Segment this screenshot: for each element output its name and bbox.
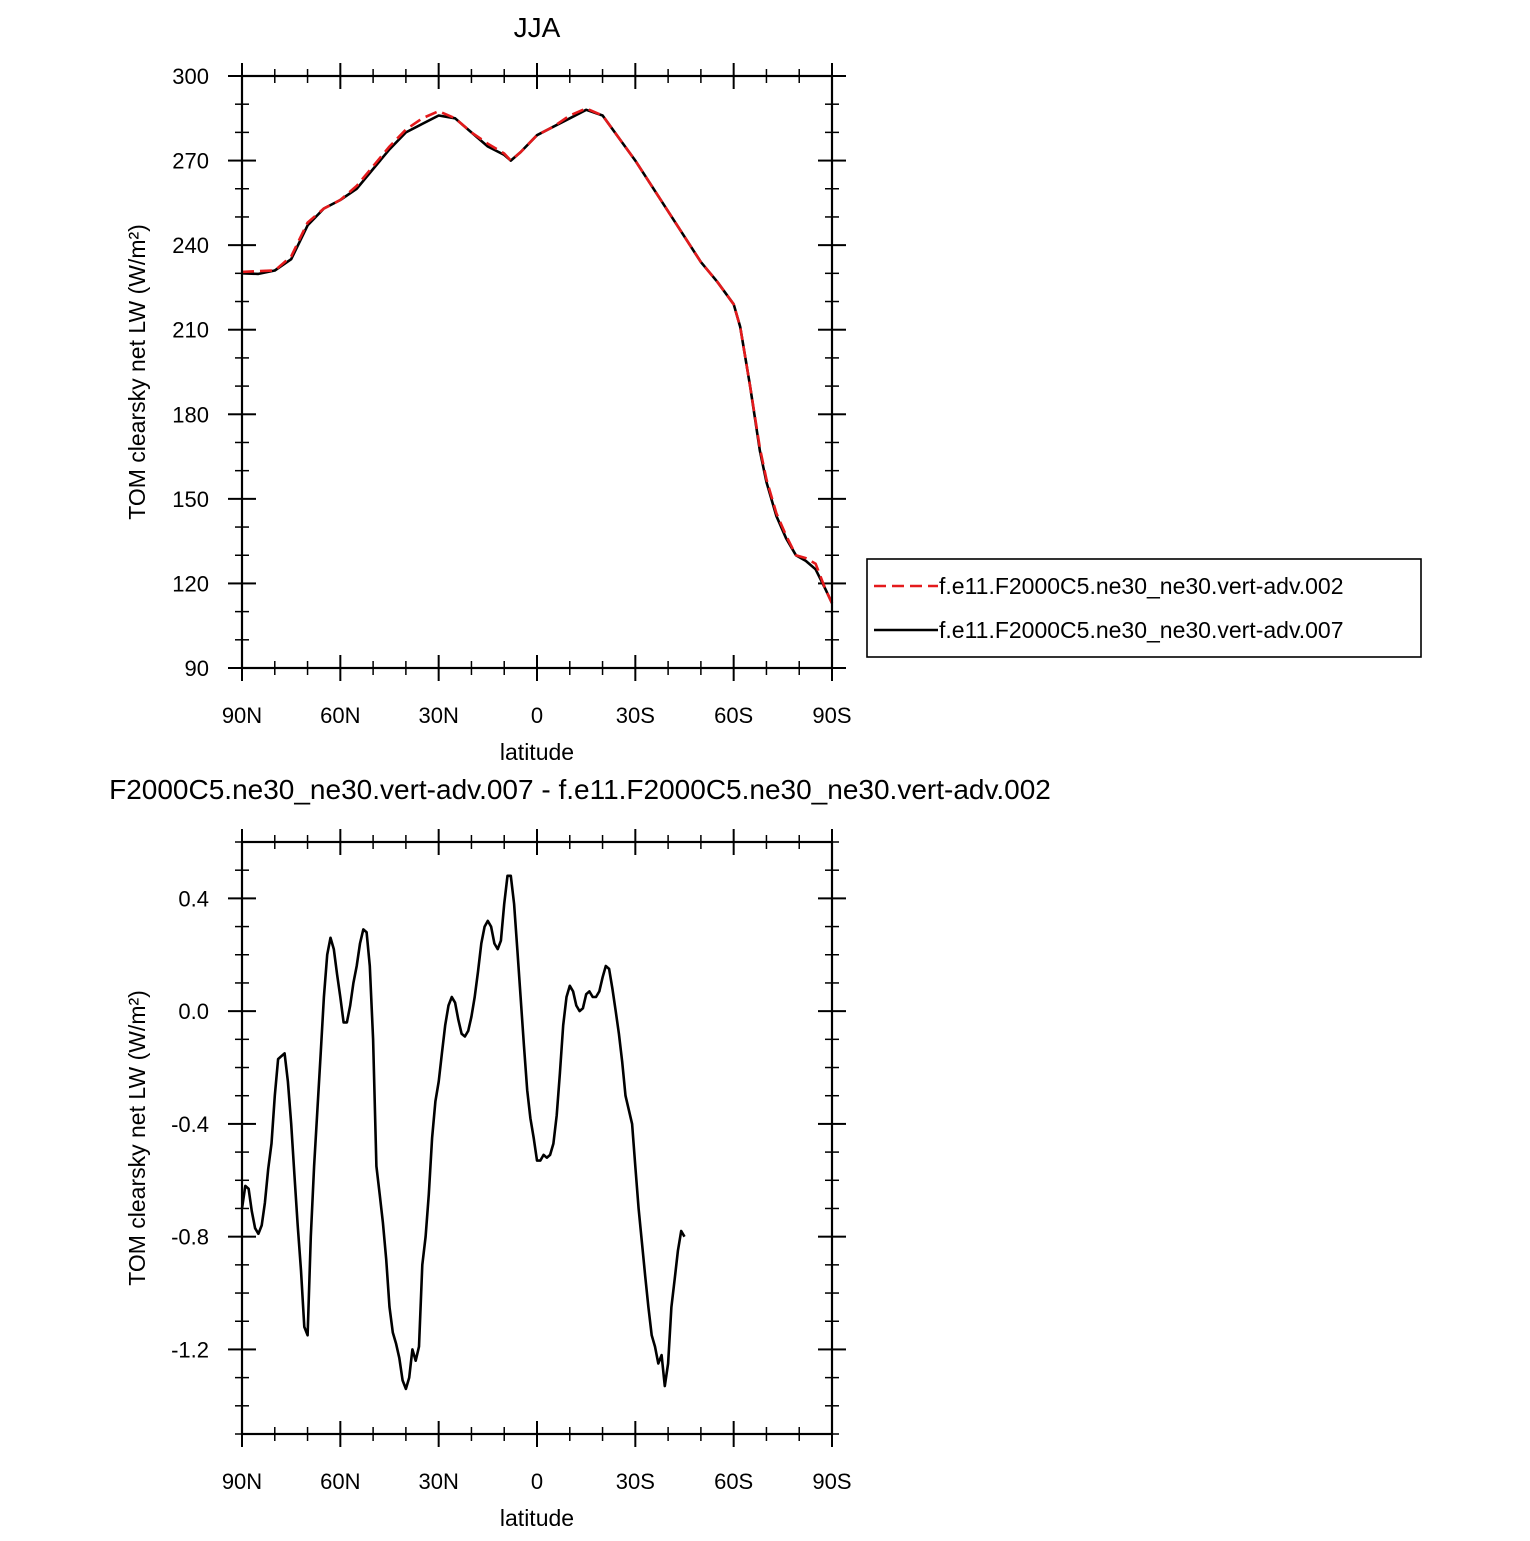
top-y-axis-label: TOM clearsky net LW (W/m²) xyxy=(124,224,150,520)
y-tick-label: 0.4 xyxy=(178,886,209,911)
y-tick-label: 300 xyxy=(172,64,209,89)
x-tick-label: 90N xyxy=(222,1469,262,1494)
bottom-panel: F2000C5.ne30_ne30.vert-adv.007 - f.e11.F… xyxy=(109,774,1051,1531)
y-tick-label: 90 xyxy=(185,656,209,681)
bottom-chart-title: F2000C5.ne30_ne30.vert-adv.007 - f.e11.F… xyxy=(109,774,1051,805)
legend-box xyxy=(866,558,1422,658)
top-series-lines xyxy=(241,107,834,604)
bottom-plot-frame xyxy=(240,840,834,1436)
y-tick-label: 270 xyxy=(172,149,209,174)
top-panel: JJA TOM clearsky net LW (W/m²) latitude … xyxy=(124,12,1422,765)
x-tick-label: 90N xyxy=(222,703,262,728)
y-tick-label: 210 xyxy=(172,318,209,343)
series-line-solid xyxy=(241,108,834,604)
bottom-x-axis-label: latitude xyxy=(500,1505,574,1531)
y-tick-label: 180 xyxy=(172,402,209,427)
bottom-ticks: 90N 60N 30N 0 30S 60S 90S 0.4 0.0 -0.4 -0.8 -1.2 xyxy=(171,829,852,1494)
y-tick-label: 240 xyxy=(172,233,209,258)
y-tick-label: 0.0 xyxy=(178,999,209,1024)
x-tick-label: 60S xyxy=(714,1469,753,1494)
x-tick-label: 30N xyxy=(418,703,458,728)
legend: f.e11.F2000C5.ne30_ne30.vert-adv.002 f.e… xyxy=(866,558,1422,658)
y-tick-label: -0.4 xyxy=(171,1112,209,1137)
x-tick-label: 90S xyxy=(812,703,851,728)
legend-entry-002: f.e11.F2000C5.ne30_ne30.vert-adv.002 xyxy=(939,573,1344,599)
legend-entry-007: f.e11.F2000C5.ne30_ne30.vert-adv.007 xyxy=(939,617,1344,643)
x-tick-label: 30S xyxy=(616,1469,655,1494)
x-tick-label: 0 xyxy=(531,703,543,728)
top-plot-frame xyxy=(240,74,834,670)
x-tick-label: 60N xyxy=(320,703,360,728)
top-x-axis-label: latitude xyxy=(500,739,574,765)
y-tick-label: -0.8 xyxy=(171,1225,209,1250)
series-line-solid xyxy=(240,874,686,1391)
y-tick-label: 120 xyxy=(172,571,209,596)
top-ticks: 90N 60N 30N 0 30S 60S 90S 300 270 240 210 180 150 120… xyxy=(172,63,852,728)
bottom-y-axis-label: TOM clearsky net LW (W/m²) xyxy=(124,990,150,1286)
x-tick-label: 60N xyxy=(320,1469,360,1494)
x-tick-label: 30N xyxy=(418,1469,458,1494)
y-tick-label: 150 xyxy=(172,487,209,512)
x-tick-label: 30S xyxy=(616,703,655,728)
x-tick-label: 60S xyxy=(714,703,753,728)
y-tick-label: -1.2 xyxy=(171,1337,209,1362)
x-tick-label: 90S xyxy=(812,1469,851,1494)
series-line-dashed xyxy=(241,107,834,604)
x-tick-label: 0 xyxy=(531,1469,543,1494)
top-chart-title: JJA xyxy=(514,12,561,43)
bottom-series-lines xyxy=(240,874,686,1391)
